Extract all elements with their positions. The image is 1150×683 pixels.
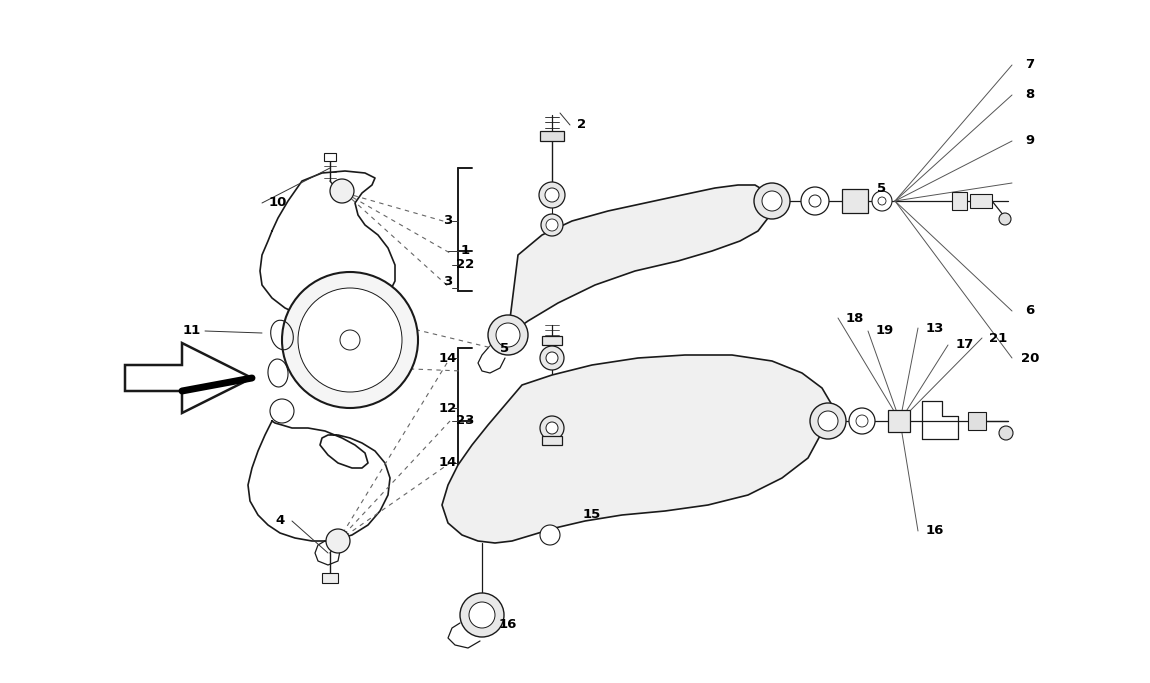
Text: 21: 21 [989, 331, 1007, 344]
Circle shape [999, 213, 1011, 225]
Text: 18: 18 [845, 311, 864, 324]
Bar [952, 192, 967, 210]
Text: 1: 1 [460, 245, 469, 257]
Text: 4: 4 [275, 514, 285, 527]
Circle shape [545, 188, 559, 202]
Circle shape [872, 191, 892, 211]
Polygon shape [125, 343, 252, 413]
Bar [888, 410, 910, 432]
Bar [542, 336, 562, 345]
Circle shape [877, 197, 886, 205]
Bar [969, 194, 992, 208]
Text: 14: 14 [439, 456, 458, 469]
Circle shape [540, 525, 560, 545]
Bar [324, 153, 336, 161]
Circle shape [270, 399, 294, 423]
Text: 10: 10 [269, 197, 288, 210]
Circle shape [540, 214, 564, 236]
Text: 16: 16 [499, 619, 518, 632]
Text: 13: 13 [926, 322, 944, 335]
Circle shape [762, 191, 782, 211]
Circle shape [282, 272, 417, 408]
Text: 23: 23 [455, 415, 474, 428]
Text: 17: 17 [956, 339, 974, 352]
Text: 7: 7 [1026, 59, 1035, 72]
Circle shape [298, 288, 402, 392]
Text: 14: 14 [439, 352, 458, 365]
Circle shape [856, 415, 868, 427]
Circle shape [849, 408, 875, 434]
Text: 6: 6 [1026, 305, 1035, 318]
Bar [968, 412, 986, 430]
Circle shape [546, 352, 558, 364]
Text: 5: 5 [877, 182, 887, 195]
Polygon shape [508, 185, 772, 335]
Circle shape [540, 416, 564, 440]
Text: 3: 3 [444, 275, 453, 288]
Text: 9: 9 [1026, 135, 1035, 148]
Circle shape [325, 529, 350, 553]
Circle shape [818, 411, 838, 431]
Text: 20: 20 [1021, 352, 1040, 365]
Text: 22: 22 [455, 258, 474, 272]
Circle shape [546, 219, 558, 231]
Text: 12: 12 [439, 402, 458, 415]
Text: 8: 8 [1026, 89, 1035, 102]
Circle shape [496, 323, 520, 347]
Text: 11: 11 [183, 324, 201, 337]
Circle shape [540, 346, 564, 370]
Text: 2: 2 [577, 118, 586, 132]
Circle shape [808, 195, 821, 207]
Circle shape [539, 182, 565, 208]
Text: 5: 5 [500, 342, 509, 354]
Polygon shape [442, 355, 831, 543]
Circle shape [488, 315, 528, 355]
Text: 3: 3 [444, 214, 453, 227]
Bar [540, 131, 564, 141]
Circle shape [340, 330, 360, 350]
Bar [322, 573, 338, 583]
Circle shape [546, 422, 558, 434]
Circle shape [460, 593, 504, 637]
Circle shape [810, 403, 846, 439]
Circle shape [999, 426, 1013, 440]
Circle shape [754, 183, 790, 219]
Bar [842, 189, 868, 213]
Circle shape [330, 179, 354, 203]
Circle shape [802, 187, 829, 215]
Text: 15: 15 [583, 509, 601, 522]
Circle shape [469, 602, 494, 628]
Text: 19: 19 [876, 324, 895, 337]
Bar [542, 436, 562, 445]
Text: 16: 16 [926, 525, 944, 538]
